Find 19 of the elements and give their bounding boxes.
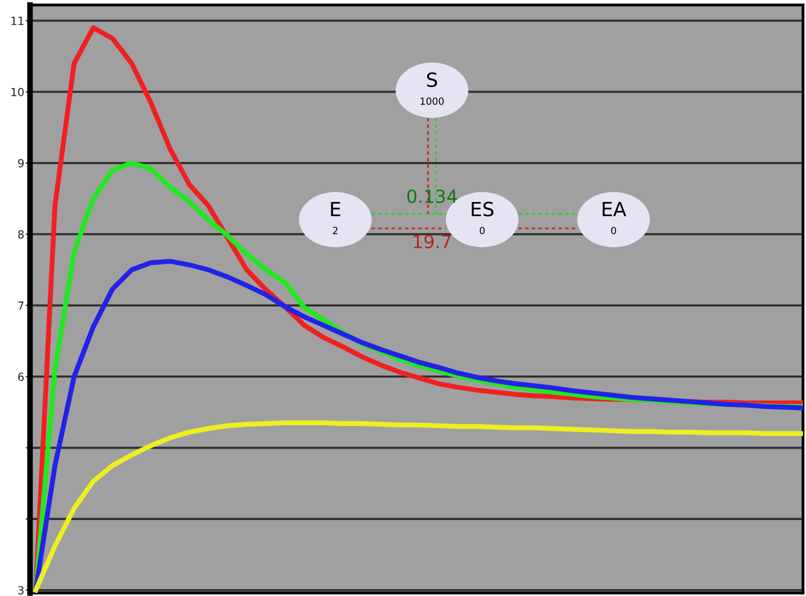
y-tick-label: 10 bbox=[12, 88, 24, 96]
annotation: ES bbox=[472, 202, 494, 216]
y-tick-label: 8 bbox=[18, 230, 24, 239]
annotation: 2 bbox=[332, 226, 338, 234]
annotation: S bbox=[427, 72, 438, 88]
y-tick-label: 6 bbox=[18, 372, 24, 381]
annotation: 1000 bbox=[420, 97, 444, 105]
y-tick-label: 9 bbox=[18, 159, 24, 168]
y-tick-label: 3 bbox=[18, 586, 24, 595]
y-tick-label: 11 bbox=[12, 16, 24, 25]
annotation: 0 bbox=[480, 226, 485, 234]
annotation: EA bbox=[602, 202, 626, 216]
line-series bbox=[33, 420, 803, 593]
y-tick-label: 7 bbox=[18, 302, 24, 310]
annotation: 19.7 bbox=[414, 234, 451, 248]
annotation: 0 bbox=[611, 226, 616, 234]
line-series bbox=[33, 258, 803, 593]
annotation: E bbox=[331, 202, 340, 216]
annotation: 0.134 bbox=[407, 189, 457, 204]
